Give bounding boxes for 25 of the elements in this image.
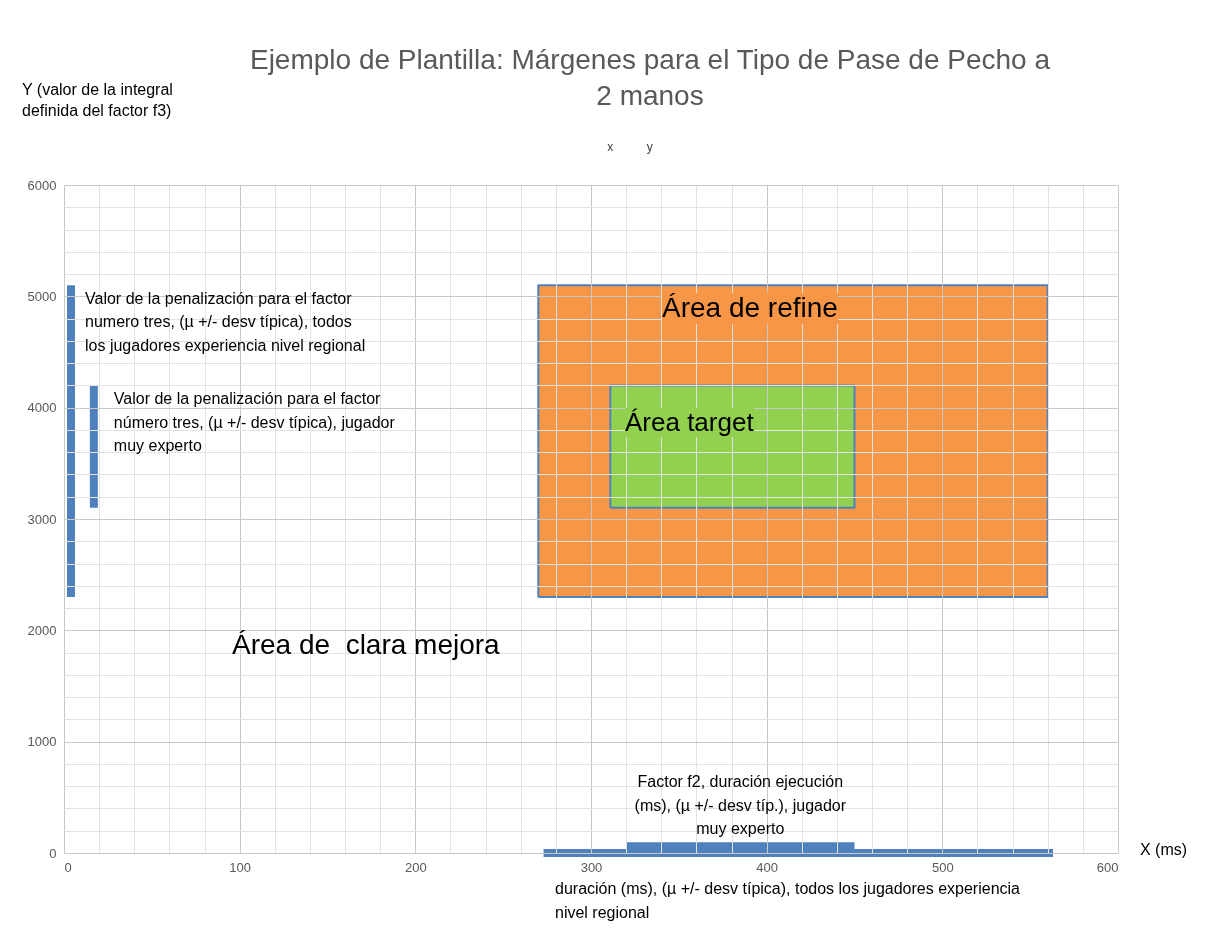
y-tick-label: 1000 [27,734,57,750]
x-tick-label: 500 [931,859,954,875]
x-tick-label: 300 [580,859,603,875]
y-tick-label: 0 [49,845,57,861]
text: duración (ms), (µ +/- desv típica), todos los jugadores experiencia nivel regional [555,879,1021,923]
y-tick-label: 5000 [27,288,57,304]
chart-subtitle: x y [606,140,654,154]
y-tick-label: 4000 [27,400,57,416]
x-tick-label: 600 [1096,859,1119,875]
annotation: Valor de la penalización para el factor numero tres, (µ +/- desv típica), todos los jugadores experiencia nivel regional [85,289,367,356]
annotation: Área target [625,407,754,437]
y-axis-title: Y (valor de la integral definida del factor f3) [22,80,174,121]
x-tick-label: 200 [404,859,427,875]
annotation: Área de clara mejora [232,629,500,661]
annotation: Factor f2, duración ejecución (ms), (µ +/- desv típ.), jugador muy experto [633,772,848,839]
y-tick-label: 6000 [27,177,57,193]
chart-title: Ejemplo de Plantilla: Márgenes para el Tipo de Pase de Pecho a 2 manos [248,43,1052,114]
x-tick-label: 100 [229,859,252,875]
x-tick-label: 400 [756,859,779,875]
y-tick-label: 3000 [27,511,57,527]
x-axis-title: X (ms) [1140,841,1188,859]
annotation: Valor de la penalización para el factor número tres, (µ +/- desv típica), jugador muy experto [113,389,396,456]
x-tick-label: 0 [64,859,72,875]
annotation: Área de refine [662,292,838,324]
y-tick-label: 2000 [27,622,57,638]
